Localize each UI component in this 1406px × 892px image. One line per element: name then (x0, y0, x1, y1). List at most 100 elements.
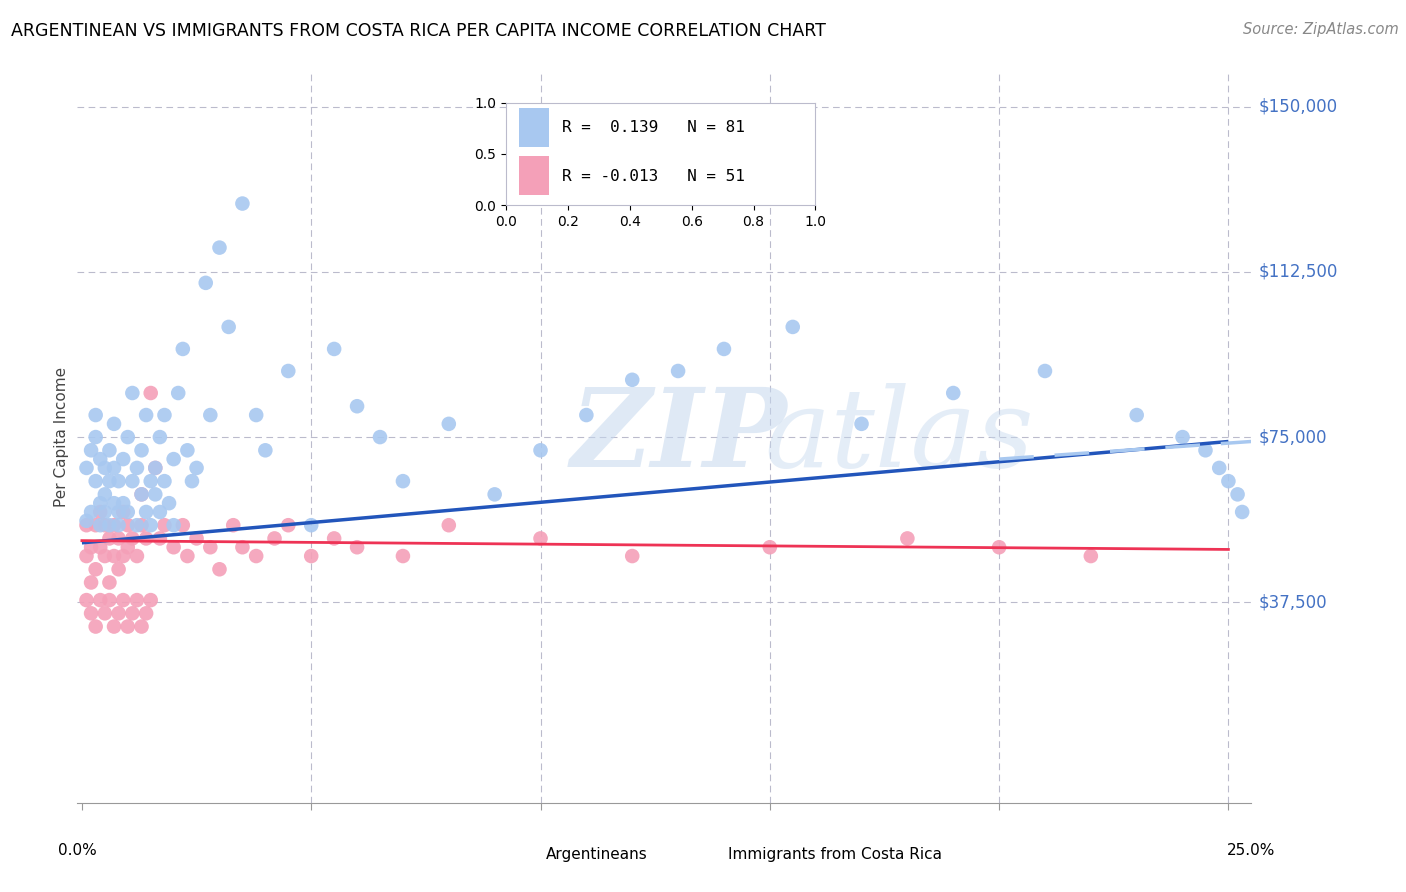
Point (143, 487, 166, 501)
Point (131, 487, 153, 501)
Point (89, 540, 111, 554)
Point (94, 487, 117, 501)
Point (200, 408, 222, 422)
FancyBboxPatch shape (519, 108, 550, 146)
Point (107, 518, 129, 533)
Point (84, 474, 107, 488)
Point (80, 540, 103, 554)
Y-axis label: Per Capita Income: Per Capita Income (53, 367, 69, 508)
Point (181, 474, 204, 488)
Point (94, 518, 117, 533)
Point (392, 549, 415, 563)
Point (149, 505, 172, 519)
Point (1171, 430, 1194, 444)
Point (84, 562, 107, 576)
Point (323, 532, 346, 546)
Point (80, 607, 103, 621)
Point (218, 320, 240, 334)
Point (103, 496, 125, 510)
Point (575, 408, 598, 422)
Point (131, 518, 153, 533)
Text: Argentineans: Argentineans (546, 847, 647, 862)
Point (186, 532, 208, 546)
Point (231, 196, 253, 211)
Point (125, 518, 148, 533)
Text: Source: ZipAtlas.com: Source: ZipAtlas.com (1243, 22, 1399, 37)
Point (103, 417, 125, 431)
Point (112, 505, 135, 519)
Point (76, 593, 98, 607)
Text: $75,000: $75,000 (1258, 428, 1327, 446)
Point (98, 532, 121, 546)
Point (80, 443, 103, 458)
Text: 25.0%: 25.0% (1227, 843, 1275, 858)
Point (80, 505, 103, 519)
Point (98, 575, 121, 590)
Point (89, 518, 111, 533)
Point (117, 619, 139, 633)
Point (323, 342, 346, 356)
Point (107, 607, 129, 621)
Point (346, 540, 368, 554)
Point (143, 461, 166, 475)
Point (666, 364, 689, 378)
Point (153, 518, 176, 533)
Point (117, 518, 139, 533)
Point (112, 549, 135, 563)
Point (157, 496, 180, 510)
Point (139, 518, 162, 533)
Point (529, 443, 551, 458)
Point (103, 461, 125, 475)
Text: $37,500: $37,500 (1258, 593, 1327, 611)
Point (135, 505, 157, 519)
Point (1226, 487, 1249, 501)
Point (89, 505, 111, 519)
Point (263, 532, 285, 546)
Point (125, 461, 148, 475)
Point (277, 364, 299, 378)
Point (131, 487, 153, 501)
Point (76, 518, 98, 533)
Point (135, 607, 157, 621)
Point (245, 549, 267, 563)
Point (167, 386, 190, 401)
Point (94, 505, 117, 519)
Point (153, 408, 176, 422)
Point (103, 549, 125, 563)
Point (172, 518, 194, 533)
Point (222, 518, 245, 533)
Point (117, 505, 139, 519)
Point (121, 607, 143, 621)
Text: atlas: atlas (763, 384, 1033, 491)
Point (84, 619, 107, 633)
Point (231, 540, 253, 554)
Point (437, 417, 460, 431)
Point (139, 386, 162, 401)
Point (392, 474, 415, 488)
Point (139, 474, 162, 488)
Point (121, 532, 143, 546)
Point (107, 562, 129, 576)
Point (782, 320, 804, 334)
Point (89, 593, 111, 607)
Text: R = -0.013   N = 51: R = -0.013 N = 51 (562, 169, 745, 184)
Point (162, 540, 184, 554)
Point (98, 593, 121, 607)
Point (94, 549, 117, 563)
Text: $150,000: $150,000 (1258, 97, 1337, 116)
Point (117, 430, 139, 444)
Point (851, 417, 873, 431)
Text: ARGENTINEAN VS IMMIGRANTS FROM COSTA RICA PER CAPITA INCOME CORRELATION CHART: ARGENTINEAN VS IMMIGRANTS FROM COSTA RIC… (11, 22, 827, 40)
Point (98, 518, 121, 533)
Point (1033, 364, 1056, 378)
Point (1208, 461, 1230, 475)
Point (98, 443, 121, 458)
Point (299, 549, 322, 563)
Point (437, 518, 460, 533)
Point (1125, 408, 1147, 422)
Point (208, 562, 231, 576)
Point (131, 443, 153, 458)
Point (103, 619, 125, 633)
Point (76, 549, 98, 563)
Point (143, 461, 166, 475)
